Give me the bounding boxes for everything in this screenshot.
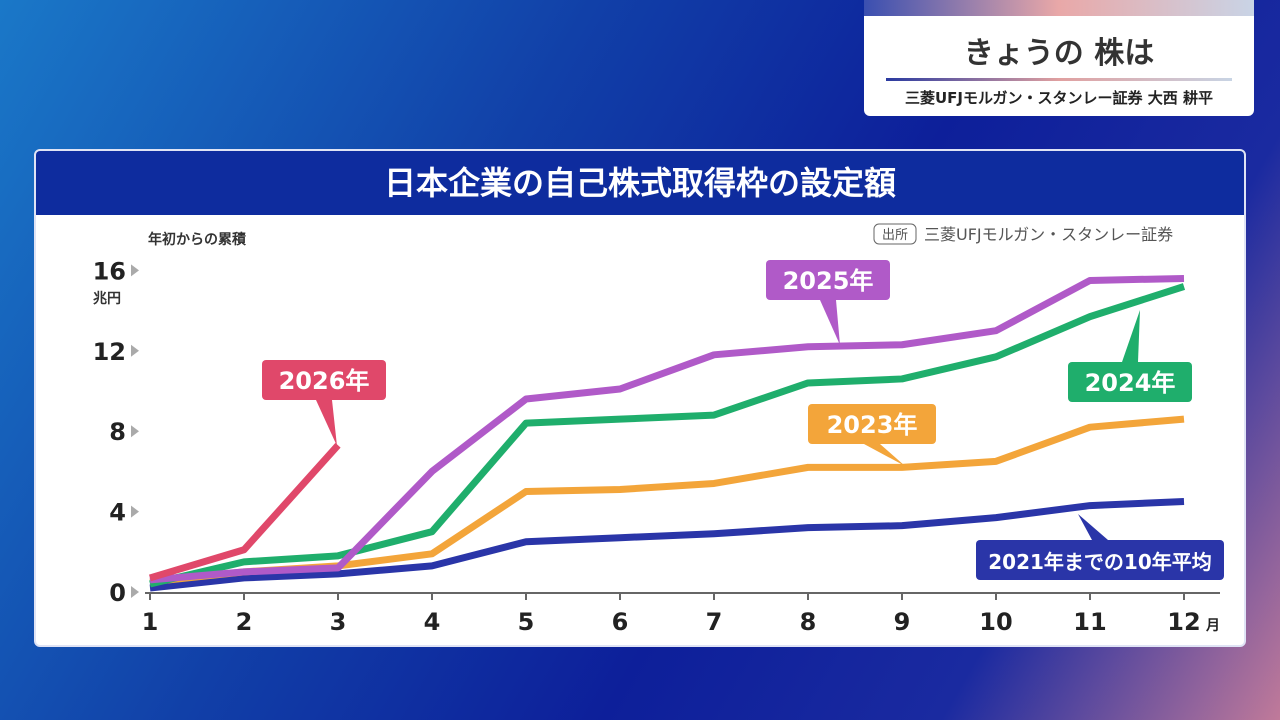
x-tick-label: 10: [979, 608, 1012, 636]
callout-pointer: [1078, 514, 1108, 540]
x-tick-label: 9: [894, 608, 911, 636]
program-title: きょうの 株は: [963, 36, 1155, 71]
callout-box: [808, 404, 936, 444]
callout-box: [262, 360, 386, 400]
callout-box: [976, 540, 1224, 580]
callout-pointer: [316, 400, 337, 446]
series-label: 2026年: [279, 367, 370, 395]
y-axis-label: 年初からの累積: [148, 231, 247, 248]
y-tick-arrow-icon: [131, 344, 139, 357]
series-label: 2021年までの10年平均: [988, 550, 1212, 574]
y-unit-label: 兆円: [93, 291, 121, 307]
x-tick-label: 6: [612, 608, 629, 636]
y-tick-arrow-icon: [131, 586, 139, 598]
x-tick-label: 1: [142, 608, 159, 636]
x-tick-label: 2: [236, 608, 253, 636]
callout-pointer: [820, 300, 840, 345]
callout-pointer: [864, 444, 905, 466]
chart-title: 日本企業の自己株式取得枠の設定額: [36, 151, 1244, 215]
series-line: [148, 442, 341, 582]
source-text: 三菱UFJモルガン・スタンレー証券: [924, 225, 1173, 244]
x-tick-label: 3: [330, 608, 347, 636]
callout-pointer: [1122, 310, 1140, 362]
y-tick-arrow-icon: [131, 264, 139, 277]
y-tick-arrow-icon: [131, 425, 139, 438]
source-badge-label: 出所: [882, 228, 908, 243]
source-badge: [873, 223, 917, 245]
series-label: 2023年: [827, 411, 918, 439]
x-tick-label: 7: [706, 608, 723, 636]
series-label: 2025年: [783, 267, 874, 295]
presenter-name: 三菱UFJモルガン・スタンレー証券 大西 耕平: [904, 89, 1213, 107]
x-unit-label: 月: [1205, 618, 1220, 634]
y-tick-label: 0: [109, 579, 126, 607]
program-badge: きょうの 株は 三菱UFJモルガン・スタンレー証券 大西 耕平: [864, 0, 1254, 116]
x-tick-label: 4: [424, 608, 441, 636]
x-tick-label: 8: [800, 608, 817, 636]
x-tick-label: 12: [1167, 608, 1200, 636]
y-tick-label: 4: [109, 499, 126, 527]
badge-divider: [886, 78, 1232, 81]
x-tick-label: 11: [1073, 608, 1106, 636]
y-tick-label: 8: [109, 418, 126, 446]
series-line: [149, 283, 1186, 588]
y-tick-label: 16: [93, 257, 126, 285]
series-line: [149, 498, 1185, 592]
y-tick-arrow-icon: [131, 505, 139, 518]
series-line: [149, 274, 1185, 584]
badge-gradient-bar: [864, 0, 1254, 16]
x-tick-label: 5: [518, 608, 535, 636]
y-tick-label: 12: [93, 338, 126, 366]
series-label: 2024年: [1085, 369, 1176, 397]
callout-box: [1068, 362, 1192, 402]
callout-box: [766, 260, 890, 300]
